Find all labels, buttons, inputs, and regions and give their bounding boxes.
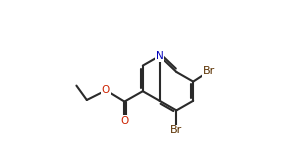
- Text: Br: Br: [170, 125, 182, 135]
- Text: Br: Br: [203, 66, 215, 76]
- Text: O: O: [102, 85, 110, 95]
- Text: O: O: [120, 116, 128, 126]
- Text: N: N: [156, 51, 164, 61]
